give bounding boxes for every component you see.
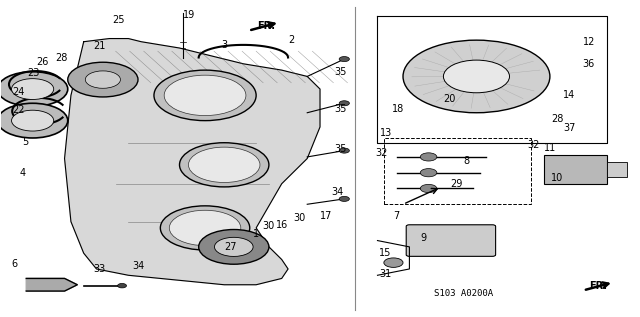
Circle shape [161,206,250,250]
Text: 11: 11 [544,143,556,153]
Text: 9: 9 [420,233,426,243]
Text: 31: 31 [379,269,391,279]
Circle shape [0,72,68,107]
Text: 23: 23 [28,68,40,78]
Circle shape [339,101,349,106]
Text: 30: 30 [293,213,306,223]
Text: 22: 22 [12,105,25,114]
Text: 18: 18 [392,104,404,113]
Circle shape [339,196,349,201]
Text: 32: 32 [376,148,388,158]
Text: 25: 25 [113,15,125,25]
Text: 12: 12 [583,37,596,47]
Text: 10: 10 [552,173,564,183]
Circle shape [444,60,509,93]
Text: 16: 16 [276,220,288,230]
Text: 15: 15 [379,248,391,257]
Bar [543,155,607,184]
Text: 17: 17 [320,211,333,221]
Text: 1: 1 [253,229,259,239]
Text: 7: 7 [394,211,400,221]
Circle shape [68,62,138,97]
Polygon shape [65,39,320,285]
Circle shape [170,210,241,246]
Text: 13: 13 [380,128,392,138]
Text: 36: 36 [582,59,595,69]
Text: 32: 32 [528,140,540,150]
Circle shape [214,237,253,256]
Text: 28: 28 [55,53,68,62]
Polygon shape [26,278,77,291]
FancyBboxPatch shape [406,225,495,256]
Bar [607,162,627,178]
Text: 14: 14 [563,90,575,100]
Circle shape [420,169,437,177]
Circle shape [179,143,269,187]
Circle shape [420,153,437,161]
Text: 29: 29 [451,179,463,189]
Circle shape [164,75,246,116]
Text: 21: 21 [93,42,106,51]
Text: 20: 20 [443,94,455,104]
Circle shape [85,71,120,88]
Text: 34: 34 [332,187,344,197]
Circle shape [12,79,54,100]
Text: 37: 37 [563,123,575,133]
Circle shape [154,70,256,121]
Circle shape [0,103,68,138]
Text: 2: 2 [288,35,294,45]
Circle shape [339,148,349,153]
Circle shape [198,230,269,264]
Circle shape [339,56,349,61]
Text: 27: 27 [225,242,237,252]
Text: 35: 35 [334,104,347,113]
Text: 19: 19 [183,10,195,20]
Circle shape [188,147,260,183]
Text: 33: 33 [93,264,106,274]
Bar [384,138,531,204]
Circle shape [403,40,550,113]
Text: 24: 24 [12,87,25,97]
Text: 35: 35 [334,144,347,154]
Text: 6: 6 [12,259,18,269]
Circle shape [12,110,54,131]
Text: 26: 26 [36,57,49,67]
Text: 35: 35 [334,67,347,77]
Text: 8: 8 [464,156,470,166]
Text: 30: 30 [263,221,275,231]
Text: 4: 4 [20,168,26,178]
Text: FR.: FR. [589,281,607,291]
Circle shape [384,258,403,267]
Circle shape [118,283,127,288]
Text: 5: 5 [22,137,28,147]
Text: 3: 3 [221,40,227,50]
Circle shape [420,184,437,193]
Text: FR.: FR. [257,21,275,31]
Text: S103 A0200A: S103 A0200A [434,289,493,298]
Text: 34: 34 [132,261,144,271]
Text: 28: 28 [552,114,564,124]
